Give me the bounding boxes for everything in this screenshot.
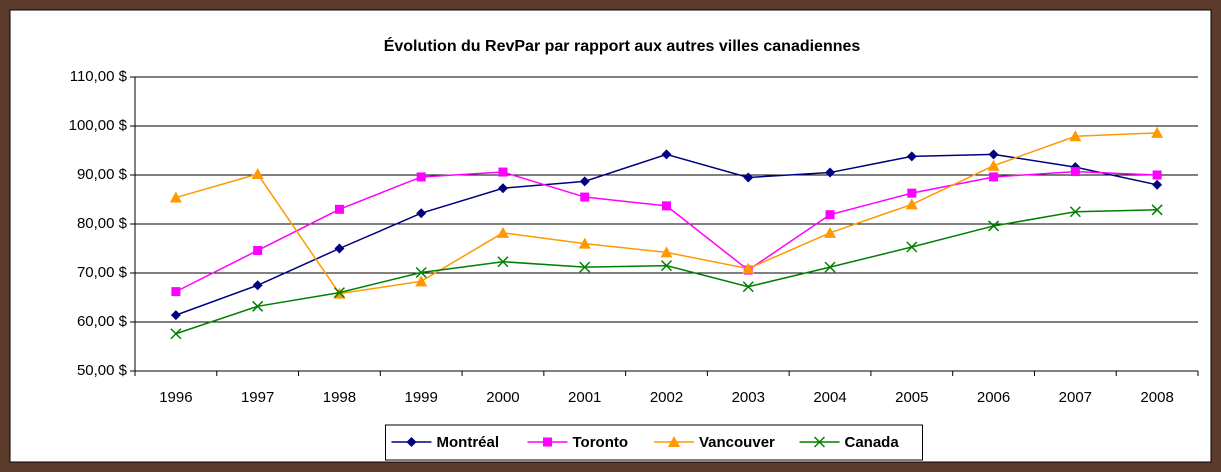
data-point [989,172,999,182]
x-tick-label: 2005 [895,389,928,406]
data-point [660,260,673,272]
data-point [498,167,508,177]
data-point [496,226,509,238]
data-point [334,204,344,214]
data-point [907,188,917,198]
data-point [988,149,999,160]
y-tick-label: 110,00 $ [70,68,128,85]
data-point [579,261,591,273]
data-point [415,275,428,287]
data-point [169,191,182,203]
x-tick-label: 2007 [1059,389,1092,406]
data-point [579,176,590,187]
legend-label: Vancouver [699,434,775,451]
y-tick-label: 100,00 $ [69,117,128,134]
data-point [906,151,917,162]
data-point [334,243,345,254]
x-tick-label: 2001 [568,389,601,406]
x-tick-label: 1998 [323,389,356,406]
data-point [416,172,426,182]
legend-marker [406,437,417,447]
y-tick-label: 80,00 $ [77,215,128,232]
legend-marker [543,437,552,447]
data-point [170,310,181,321]
y-tick-label: 70,00 $ [77,264,128,281]
data-point [415,266,427,279]
x-tick-label: 2006 [977,389,1010,406]
y-tick-label: 60,00 $ [77,313,128,330]
data-point [662,201,671,211]
y-tick-label: 50,00 $ [77,362,128,379]
x-tick-label: 1996 [159,389,192,406]
data-point [170,328,182,340]
data-point [580,192,590,202]
legend-marker [668,436,680,447]
chart-title: Évolution du RevPar par rapport aux autr… [384,36,861,55]
data-point [987,159,1000,171]
data-point [1069,206,1081,218]
data-point [252,280,263,291]
data-point [252,300,264,312]
x-tick-label: 1997 [241,389,274,406]
data-point [171,287,181,297]
data-point [497,183,508,194]
x-tick-label: 1999 [405,389,438,406]
data-point [497,256,509,268]
data-point [661,149,672,160]
data-point [253,245,263,255]
legend-label: Montréal [437,434,500,451]
data-point [1152,170,1162,180]
data-point [251,168,264,180]
data-point [1069,130,1082,142]
data-point [824,226,837,238]
data-point [578,237,591,249]
legend-label: Canada [845,434,900,451]
data-point [905,198,918,210]
data-point [825,210,835,220]
x-tick-label: 2000 [486,389,519,406]
data-point [333,287,345,299]
data-point [660,246,673,258]
x-tick-label: 2008 [1140,389,1173,406]
data-point [743,172,754,183]
data-point [1152,179,1163,190]
data-point [416,208,427,219]
data-point [742,281,754,293]
x-tick-label: 2002 [650,389,683,406]
data-point [988,220,1000,232]
data-point [825,167,836,178]
legend-label: Toronto [573,434,629,451]
x-tick-label: 2003 [732,389,765,406]
data-point [1070,167,1080,177]
data-point [742,262,755,274]
chart-background [9,9,1212,463]
y-tick-label: 90,00 $ [77,166,128,183]
data-point [824,261,836,273]
x-tick-label: 2004 [813,389,846,406]
data-point [1151,204,1163,216]
data-point [1151,126,1164,138]
data-point [906,241,918,253]
legend-marker [813,436,826,448]
